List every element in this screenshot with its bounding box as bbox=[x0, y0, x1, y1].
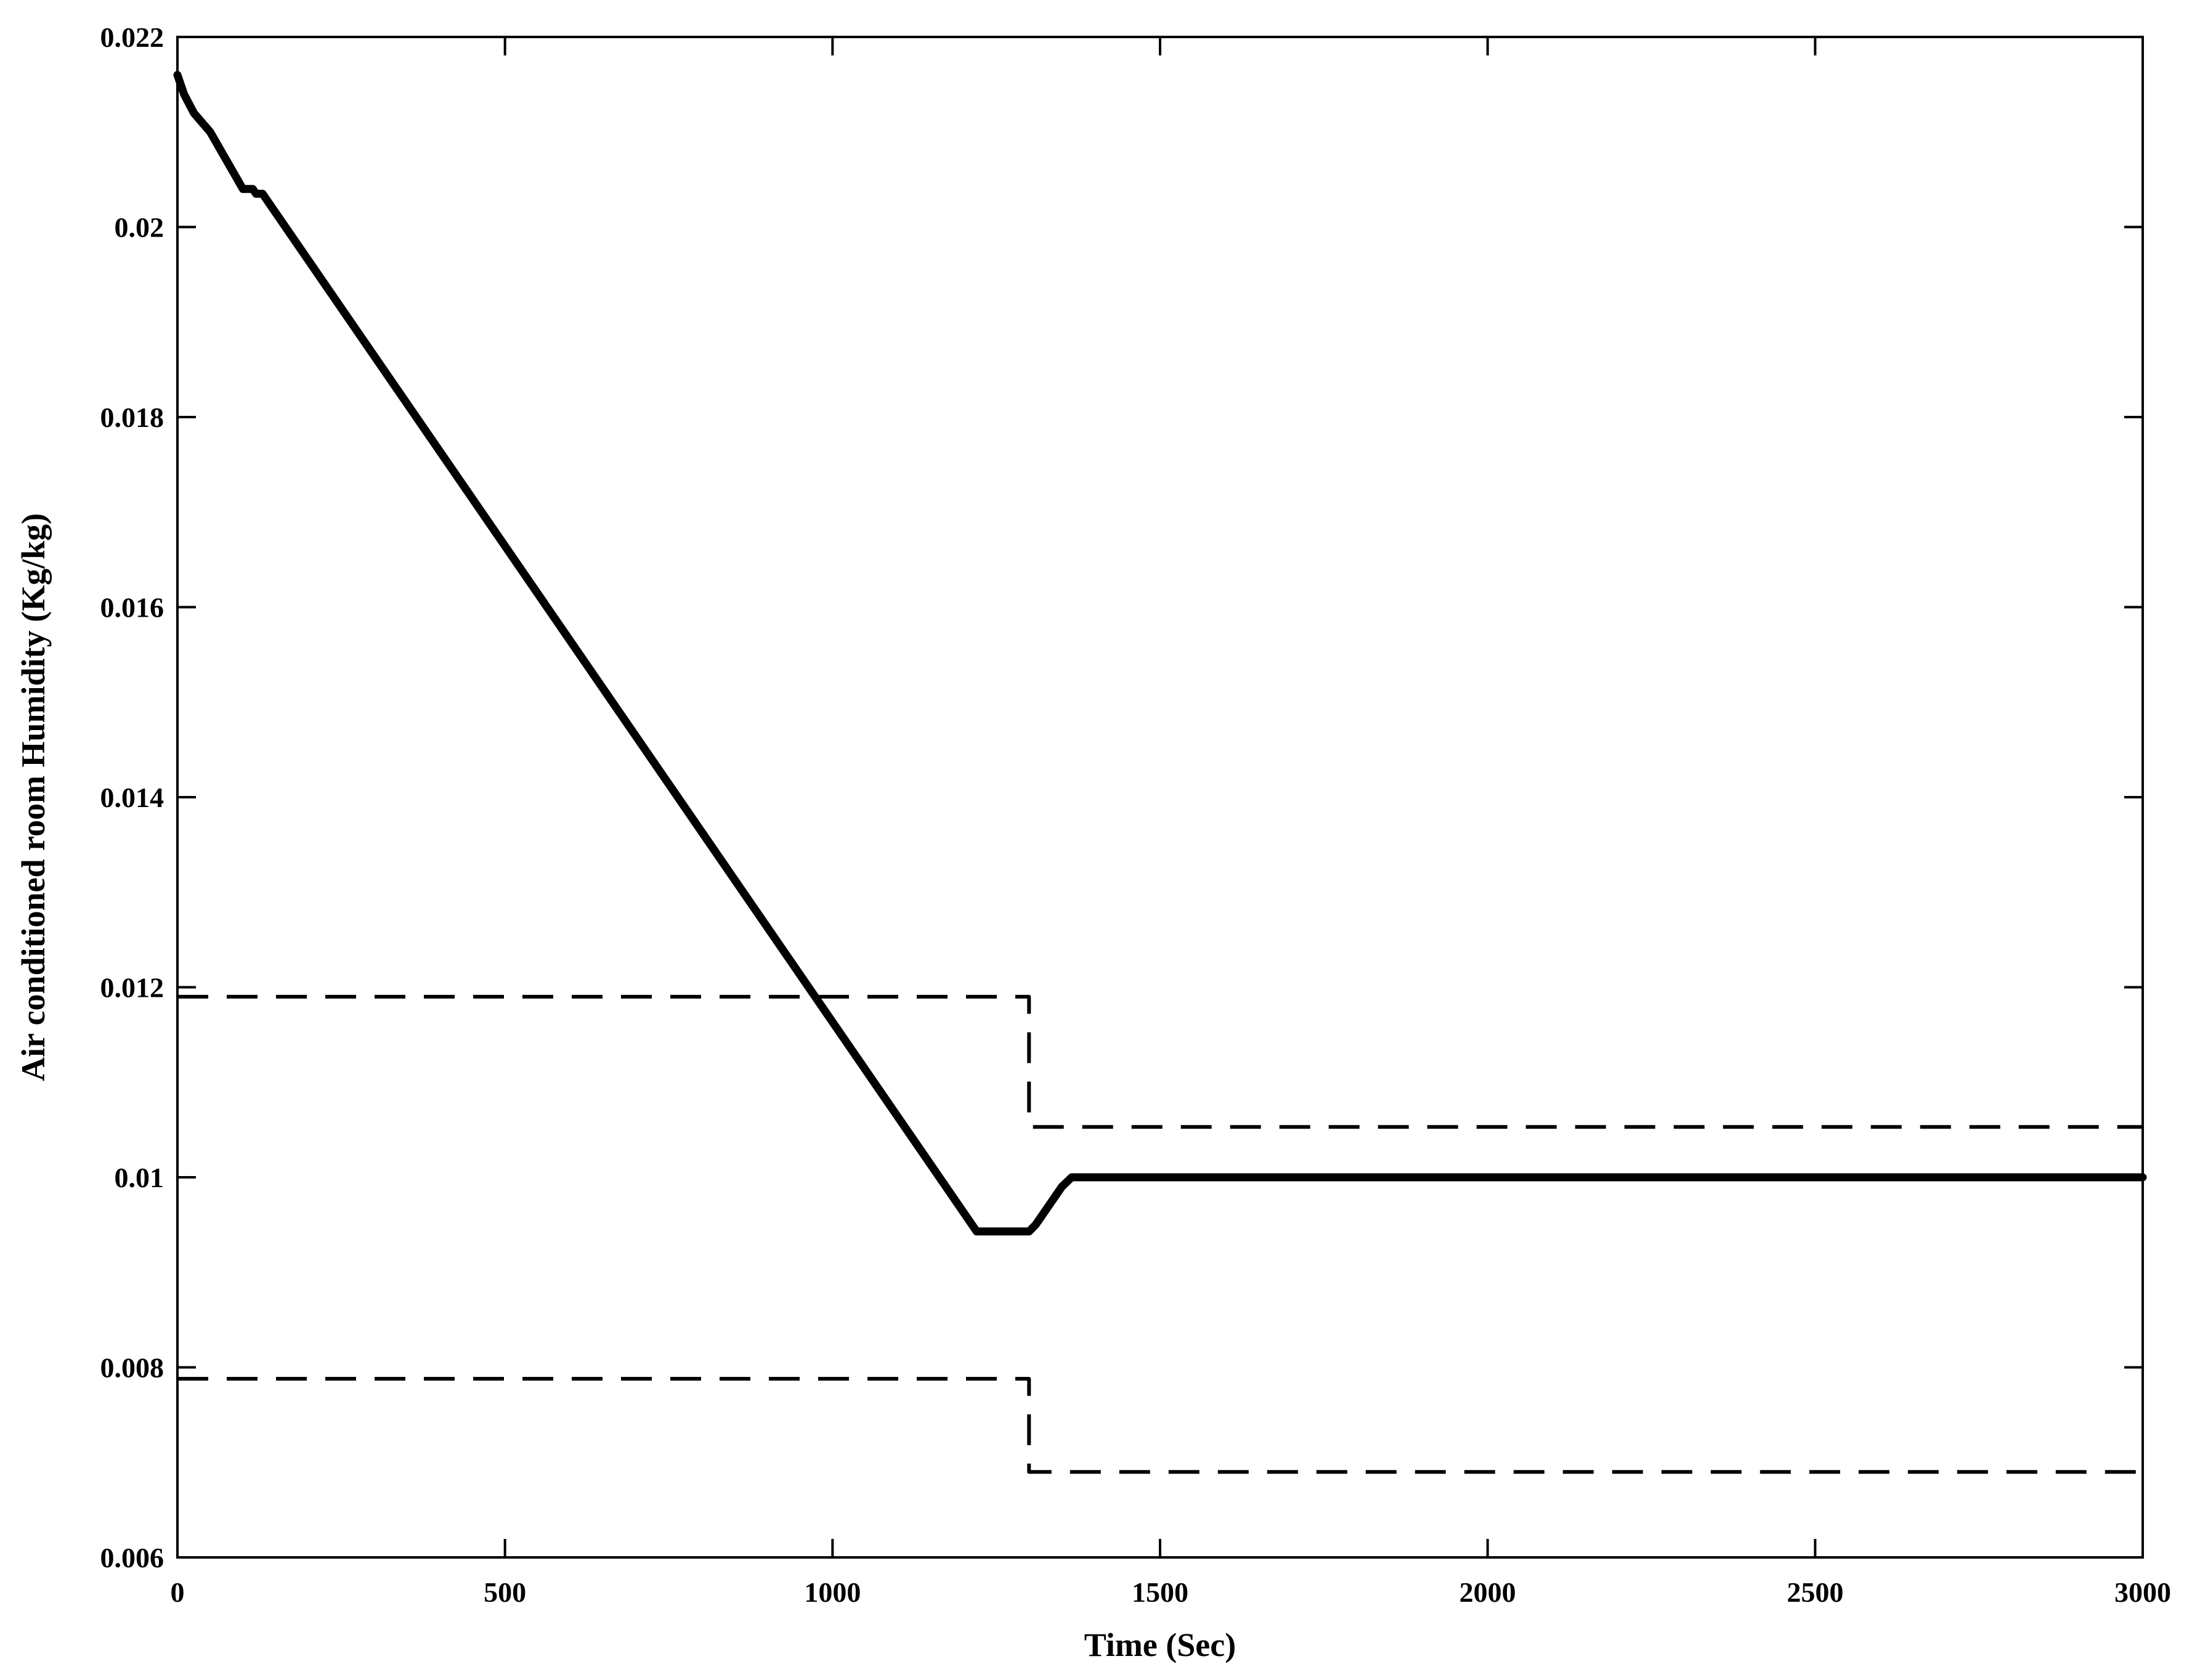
x-tick-label: 500 bbox=[484, 1577, 526, 1608]
dashed-bound-line-2 bbox=[177, 1377, 2143, 1474]
y-tick-label: 0.008 bbox=[100, 1352, 164, 1384]
x-tick-label: 1500 bbox=[1132, 1577, 1188, 1608]
x-tick-label: 2500 bbox=[1787, 1577, 1843, 1608]
x-tick-label: 0 bbox=[171, 1577, 185, 1608]
ticks-layer: 0 500 1000 1500 2000 2500 3000 0.006 0.008 0.01 0.… bbox=[100, 22, 2172, 1608]
x-axis-label: Time (Sec) bbox=[1084, 1626, 1236, 1663]
y-tick-label: 0.02 bbox=[115, 212, 164, 243]
x-tick-label: 2000 bbox=[1459, 1577, 1516, 1608]
series-layer bbox=[173, 71, 2147, 1474]
y-tick-label: 0.016 bbox=[100, 592, 164, 623]
humidity-line bbox=[173, 71, 2147, 1236]
y-tick-label: 0.022 bbox=[100, 22, 164, 53]
y-tick-label: 0.01 bbox=[115, 1162, 164, 1193]
y-tick-label: 0.018 bbox=[100, 402, 164, 433]
y-axis-label: Air conditioned room Humidity (Kg/kg) bbox=[15, 513, 52, 1081]
dashed-bound-line-1 bbox=[177, 994, 2143, 1129]
plot-frame bbox=[176, 36, 2144, 1559]
x-tick-label: 3000 bbox=[2114, 1577, 2171, 1608]
y-tick-label: 0.014 bbox=[100, 782, 164, 813]
y-tick-label: 0.006 bbox=[100, 1542, 164, 1573]
x-tick-label: 1000 bbox=[804, 1577, 861, 1608]
y-tick-label: 0.012 bbox=[100, 972, 164, 1004]
